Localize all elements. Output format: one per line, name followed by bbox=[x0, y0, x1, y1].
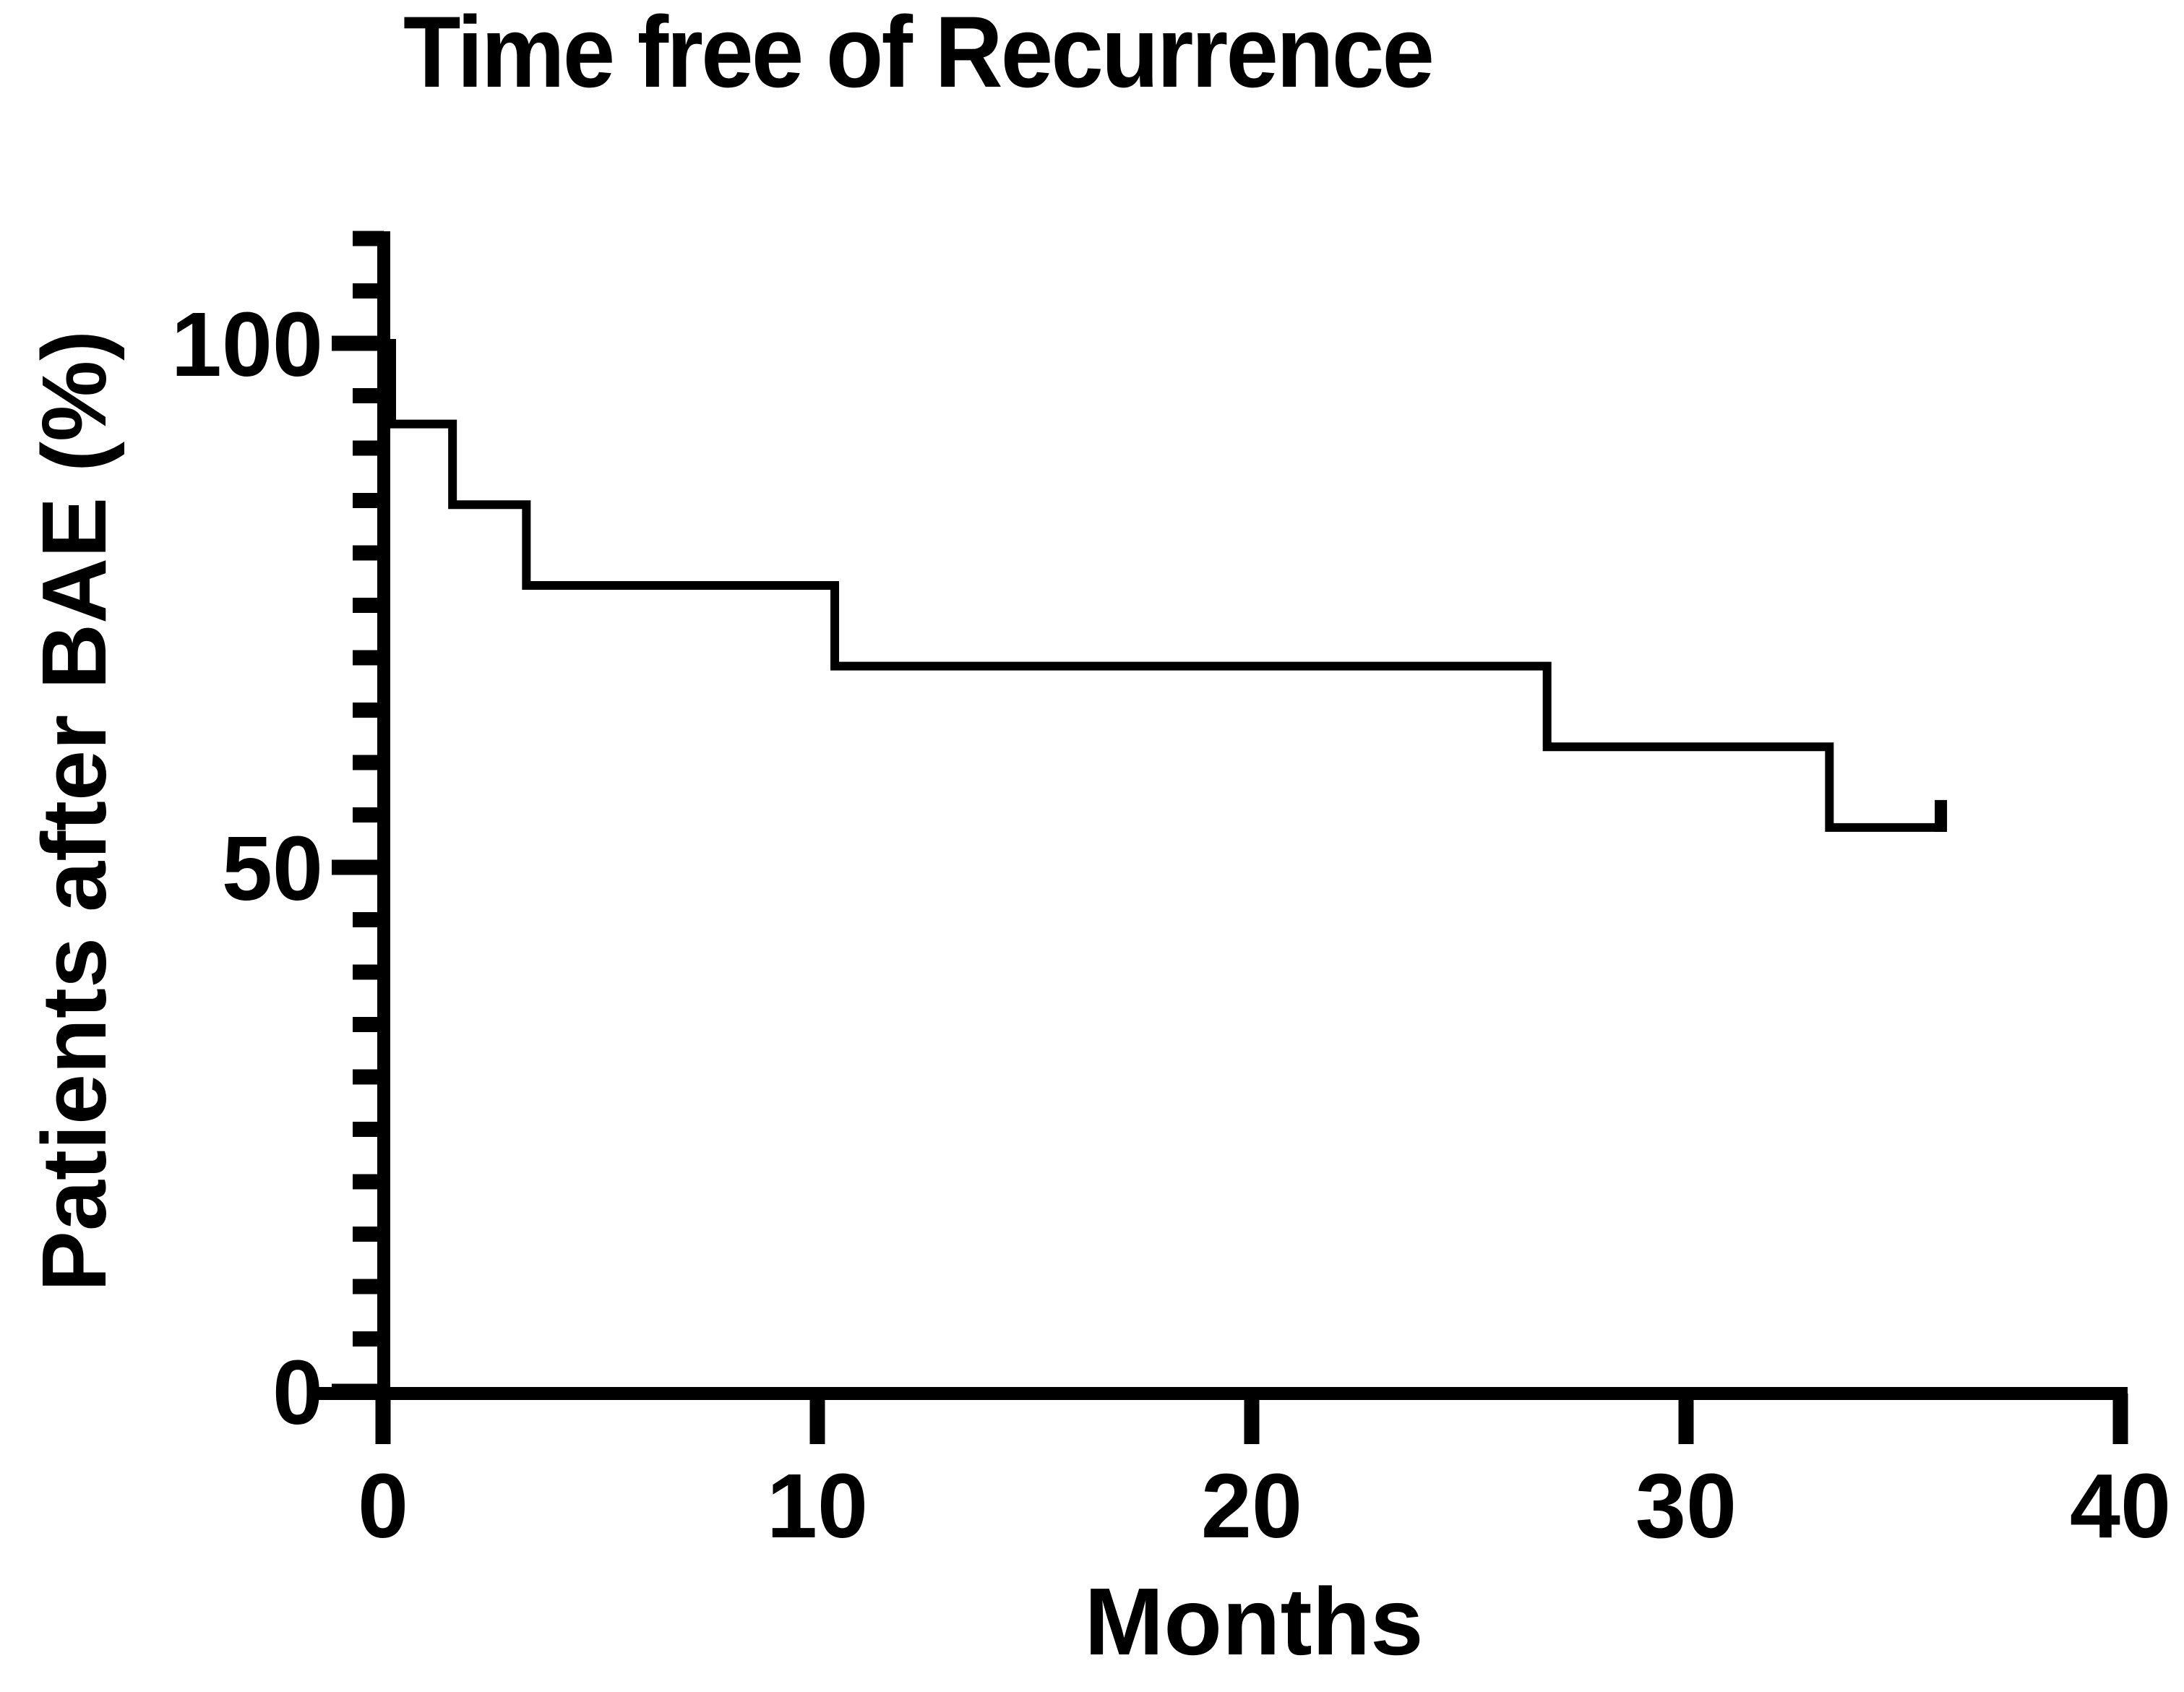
y-tick-label: 50 bbox=[222, 817, 323, 919]
x-axis-label: Months bbox=[1084, 1568, 1424, 1675]
x-tick-label: 20 bbox=[1201, 1455, 1302, 1557]
x-tick-label: 0 bbox=[358, 1455, 408, 1557]
x-tick-label: 10 bbox=[767, 1455, 868, 1557]
x-tick-label: 30 bbox=[1635, 1455, 1737, 1557]
y-tick-label: 100 bbox=[171, 293, 323, 395]
x-tick-label: 40 bbox=[2070, 1455, 2171, 1557]
chart-title: Time free of Recurrence bbox=[403, 0, 1435, 108]
y-tick-label: 0 bbox=[272, 1341, 323, 1443]
survival-curve bbox=[383, 339, 1947, 832]
